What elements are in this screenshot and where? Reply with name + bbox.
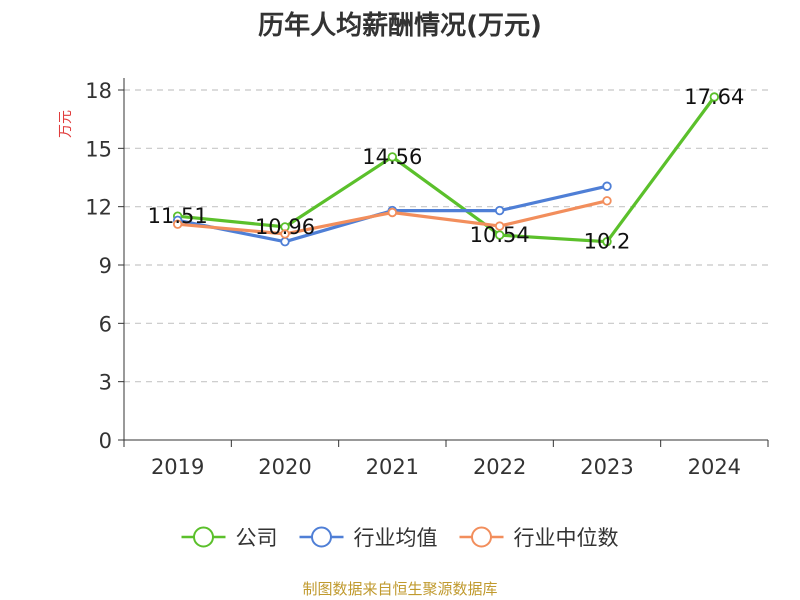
data-point [280, 229, 290, 239]
x-tick-label: 2023 [580, 455, 633, 479]
legend-item-2: 行业中位数 [459, 526, 619, 550]
data-label: 11.51 [148, 204, 208, 228]
y-tick-label: 12 [85, 196, 112, 220]
series-group [172, 92, 720, 247]
data-label: 10.54 [470, 223, 530, 247]
data-point [602, 236, 612, 247]
legend-label: 行业中位数 [514, 526, 619, 550]
chart-title: 历年人均薪酬情况(万元) [258, 10, 542, 41]
x-tick-label: 2024 [688, 455, 741, 479]
data-point [602, 181, 612, 191]
source-note: 制图数据来自恒生聚源数据库 [302, 580, 497, 598]
legend-swatch-marker [311, 526, 332, 548]
grid-lines [124, 89, 768, 383]
data-point [709, 92, 720, 102]
x-tick-label: 2019 [151, 455, 204, 479]
data-point [494, 205, 505, 216]
x-tick-label: 2022 [473, 455, 526, 479]
y-axis-label: 万元 [58, 110, 74, 138]
y-tick-label: 3 [99, 371, 112, 395]
data-label: 10.96 [255, 215, 315, 239]
axes: 0 3 6 9 12 15 18 2019 2020 2021 2022 2023 2024 [85, 78, 769, 479]
legend-label: 公司 [236, 526, 278, 550]
data-point [172, 219, 183, 229]
y-tick-label: 6 [99, 312, 112, 336]
legend-item-1: 行业均值 [299, 526, 438, 550]
data-label: 14.56 [362, 145, 422, 169]
legend-swatch-marker [193, 526, 214, 548]
y-tick-label: 9 [99, 254, 112, 278]
y-tick-label: 15 [85, 137, 112, 161]
data-point [280, 236, 290, 247]
x-tick-label: 2021 [366, 455, 419, 479]
data-labels: 11.51 10.96 14.56 10.54 10.2 17.64 [148, 85, 745, 254]
data-label: 17.64 [684, 85, 744, 109]
x-tick-label: 2020 [258, 455, 311, 479]
series-line-2 [177, 199, 608, 236]
data-point [387, 152, 398, 162]
y-tick-label: 0 [99, 429, 112, 453]
data-label: 10.2 [584, 230, 631, 254]
legend-item-0: 公司 [181, 526, 278, 550]
data-point [387, 207, 398, 218]
data-point [494, 221, 505, 231]
data-point [494, 230, 505, 240]
series-line-0 [177, 96, 716, 244]
legend-label: 行业均值 [354, 526, 438, 550]
legend: 公司 行业均值 行业中位数 [181, 526, 619, 550]
legend-swatch-marker [471, 526, 492, 548]
y-tick-label: 18 [85, 79, 112, 103]
data-point [602, 196, 612, 206]
